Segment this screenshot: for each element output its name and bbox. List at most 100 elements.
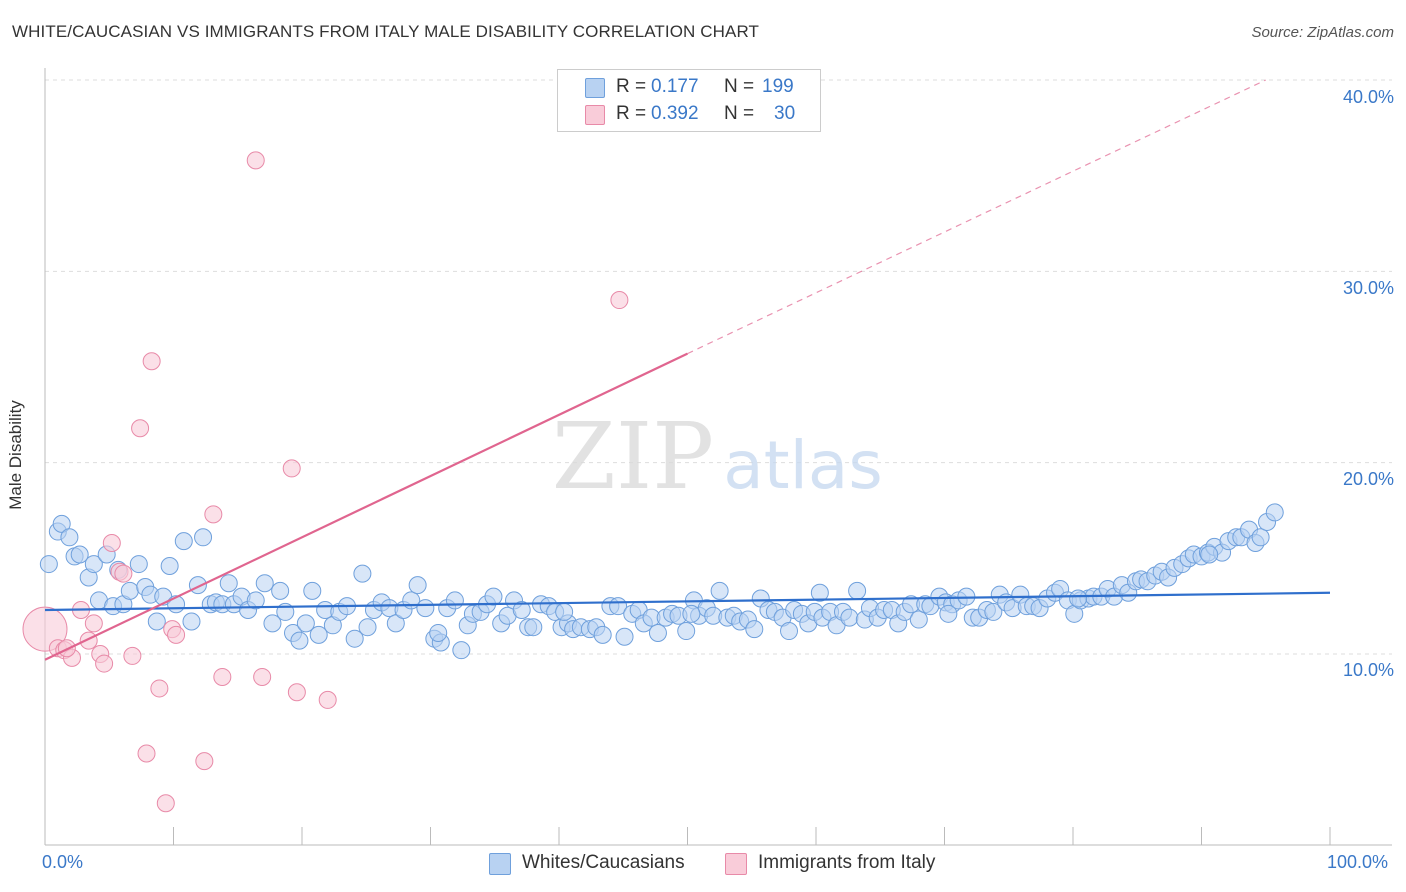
point-whites [452, 641, 471, 660]
point-italy [253, 667, 272, 686]
point-italy [114, 564, 133, 583]
chart-title: WHITE/CAUCASIAN VS IMMIGRANTS FROM ITALY… [12, 22, 760, 41]
point-whites [745, 620, 764, 639]
point-whites [219, 574, 238, 593]
point-italy [318, 690, 337, 709]
point-whites [182, 612, 201, 631]
point-whites [39, 555, 58, 574]
legend-swatch-pink [585, 105, 605, 125]
y-axis-label: Male Disability [6, 400, 25, 510]
r-value: 0.177 [651, 76, 699, 97]
stats-legend-row-italy: R = 0.392 N = 30 [558, 102, 820, 128]
legend-label-whites: Whites/Caucasians [522, 852, 685, 873]
point-whites [416, 599, 435, 618]
point-whites [909, 610, 928, 629]
point-whites [84, 555, 103, 574]
point-whites [710, 581, 729, 600]
point-whites [445, 591, 464, 610]
point-whites [429, 623, 448, 642]
point-whites [677, 622, 696, 641]
trend-line-italy [44, 352, 688, 661]
point-whites [174, 532, 193, 551]
x-tick-label-100: 100.0% [1327, 852, 1389, 872]
point-whites [593, 625, 612, 644]
r-label: R = [616, 76, 647, 97]
point-italy [131, 419, 150, 438]
point-whites [303, 581, 322, 600]
point-italy [95, 654, 114, 673]
point-italy [137, 744, 156, 763]
watermark-atlas: atlas [723, 427, 883, 504]
point-whites [255, 574, 274, 593]
legend-swatch-blue [489, 853, 511, 875]
point-italy [246, 151, 265, 170]
series-italy-points [22, 151, 629, 813]
point-whites [984, 602, 1003, 621]
stats-legend-row-whites: R = 0.177 N = 199 [558, 75, 820, 101]
y-tick-label-10: 10.0% [1342, 660, 1394, 680]
point-whites [524, 618, 543, 637]
series-whites-points [39, 503, 1284, 660]
legend-swatch-blue [585, 78, 605, 98]
x-tick-label-0: 0.0% [42, 852, 84, 872]
point-whites [290, 631, 309, 650]
point-whites [484, 587, 503, 606]
point-whites [309, 625, 328, 644]
point-whites [408, 576, 427, 595]
stats-legend: R = 0.177 N = 199 R = 0.392 N = 30 [557, 69, 821, 132]
point-whites [810, 583, 829, 602]
point-whites [353, 564, 372, 583]
point-italy [102, 534, 121, 553]
point-whites [60, 528, 79, 547]
y-tick-label-40: 40.0% [1342, 87, 1394, 107]
n-label: N = [724, 76, 755, 97]
point-whites [780, 622, 799, 641]
source-note: Source: ZipAtlas.com [1251, 24, 1394, 41]
point-whites [1069, 589, 1088, 608]
point-italy [156, 794, 175, 813]
point-italy [610, 291, 629, 310]
point-italy [123, 646, 142, 665]
point-whites [512, 600, 531, 619]
r-label: R = [616, 103, 647, 124]
point-italy [142, 352, 161, 371]
grid-lines [45, 79, 1392, 655]
point-whites [129, 555, 148, 574]
point-whites [70, 545, 89, 564]
point-italy [150, 679, 169, 698]
point-italy [287, 683, 306, 702]
point-whites [147, 612, 166, 631]
point-whites [1251, 528, 1270, 547]
point-italy [167, 625, 186, 644]
legend-label-italy: Immigrants from Italy [758, 852, 936, 873]
point-whites [648, 623, 667, 642]
point-whites [840, 608, 859, 627]
point-whites [52, 514, 71, 533]
point-whites [386, 614, 405, 633]
y-tick-label-20: 20.0% [1342, 469, 1394, 489]
point-whites [682, 604, 701, 623]
axes [44, 68, 1392, 846]
point-italy [213, 667, 232, 686]
point-italy [204, 505, 223, 524]
watermark-zip: ZIP [552, 403, 714, 510]
point-whites [160, 556, 179, 575]
n-value: 30 [774, 103, 796, 124]
watermark: ZIP atlas [552, 403, 883, 510]
point-whites [1265, 503, 1284, 522]
point-whites [120, 581, 139, 600]
y-tick-label-30: 30.0% [1342, 278, 1394, 298]
n-value: 199 [762, 76, 794, 97]
point-whites [271, 581, 290, 600]
legend-swatch-pink [725, 853, 747, 875]
point-italy [195, 752, 214, 771]
point-whites [246, 591, 265, 610]
point-whites [296, 614, 315, 633]
point-italy [282, 459, 301, 478]
point-whites [1200, 545, 1219, 564]
point-whites [848, 581, 867, 600]
point-whites [358, 618, 377, 637]
trend-lines [44, 79, 1331, 661]
point-whites [194, 528, 213, 547]
